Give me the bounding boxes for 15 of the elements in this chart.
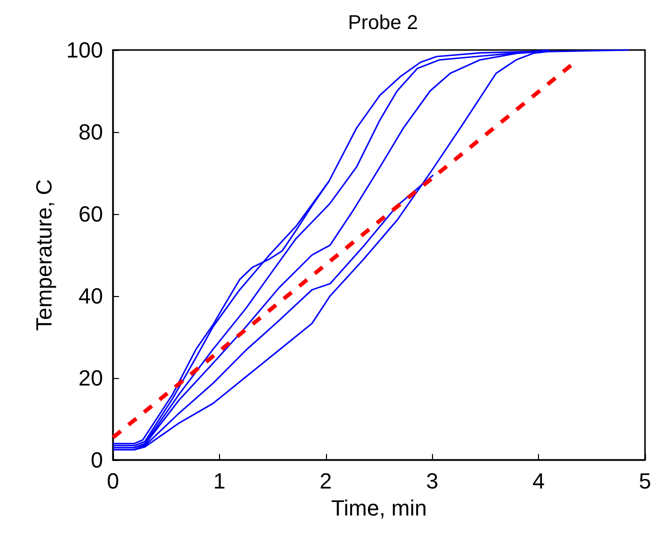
chart-title: Probe 2 — [348, 12, 418, 34]
x-tick-label: 0 — [106, 468, 120, 494]
y-tick-label: 20 — [78, 366, 103, 390]
y-tick-label: 60 — [78, 202, 103, 226]
x-tick-label: 2 — [320, 468, 332, 494]
y-tick-label: 40 — [78, 284, 103, 308]
y-tick-label: 100 — [66, 38, 103, 62]
x-tick-label: 3 — [426, 468, 438, 494]
x-tick-label: 5 — [638, 468, 652, 494]
y-tick-label: 0 — [90, 448, 103, 472]
x-tick-label: 1 — [213, 468, 226, 494]
x-axis-title: Time, min — [331, 495, 427, 520]
y-axis-title: Temperature, C — [32, 179, 56, 331]
x-tick-label: 4 — [532, 468, 545, 494]
y-tick-label: 80 — [78, 120, 103, 144]
